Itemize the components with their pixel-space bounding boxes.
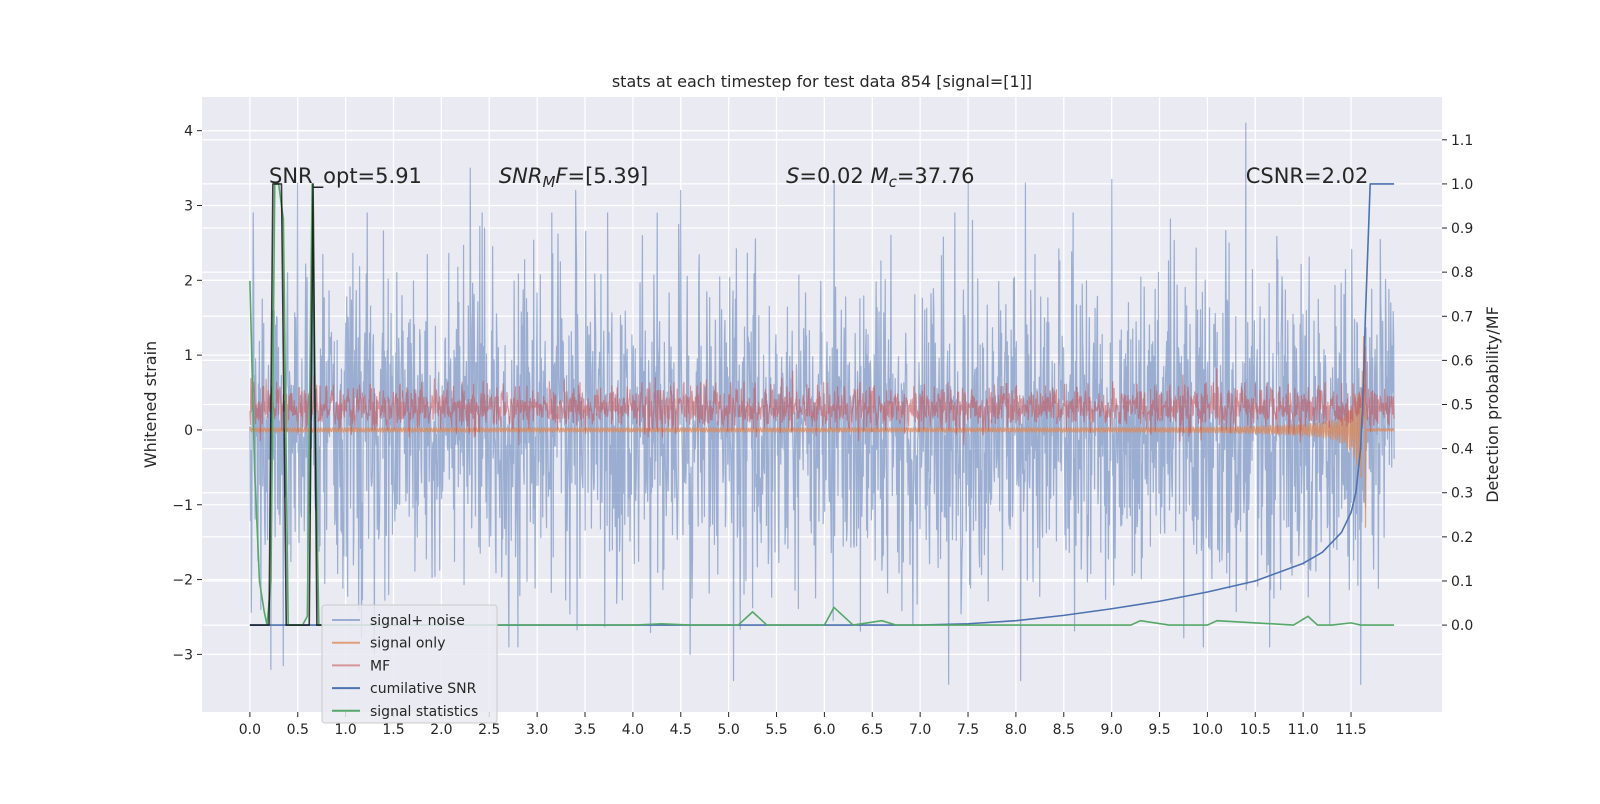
x-tick-label-11: 5.5 [765,722,787,738]
y-tick-label-3: 0 [184,423,193,439]
series-mf [249,346,1395,446]
x-tick-label-6: 3.0 [526,722,548,738]
annotation-1: SNRMF=[5.39] [499,164,648,191]
y-tick-label-0: −3 [172,647,193,663]
y2-tick-label-0: 0.0 [1451,618,1473,634]
y2-tick-label-5: 0.5 [1451,398,1473,414]
x-tick-label-1: 0.5 [287,722,309,738]
x-tick-label-8: 4.0 [622,722,644,738]
y-tick-label-5: 2 [184,273,193,289]
x-tick-label-21: 10.5 [1240,722,1271,738]
y-tick-label-7: 4 [184,124,193,140]
x-tick-label-16: 8.0 [1005,722,1027,738]
y2-tick-label-6: 0.6 [1451,353,1473,369]
x-tick-label-22: 11.0 [1288,722,1319,738]
y2-tick-label-4: 0.4 [1451,442,1473,458]
annotation-0: SNR_opt=5.91 [269,164,422,189]
y-tick-label-1: −2 [172,573,193,589]
legend-box [321,604,498,724]
y-tick-label-2: −1 [172,498,193,514]
x-tick-label-17: 8.5 [1053,722,1075,738]
x-tick-label-14: 7.0 [909,722,931,738]
x-tick-label-19: 9.5 [1148,722,1170,738]
y2-tick-label-7: 0.7 [1451,309,1473,325]
y2-axis-label: Detection probability/MF [1483,306,1502,503]
x-tick-label-9: 4.5 [670,722,692,738]
y2-tick-label-2: 0.2 [1451,530,1473,546]
chart-title: stats at each timestep for test data 854… [612,72,1032,91]
annotation-3: CSNR=2.02 [1246,164,1369,188]
legend-entry-4: signal statistics [370,704,478,720]
y2-tick-label-10: 1.0 [1451,177,1473,193]
x-tick-label-2: 1.0 [334,722,356,738]
annotation-2: S=0.02 Mc=37.76 [786,164,974,191]
x-tick-label-20: 10.0 [1192,722,1223,738]
x-tick-label-7: 3.5 [574,722,596,738]
x-tick-label-23: 11.5 [1335,722,1366,738]
x-tick-label-3: 1.5 [382,722,404,738]
y2-tick-label-11: 1.1 [1451,133,1473,149]
x-tick-label-15: 7.5 [957,722,979,738]
legend-entry-3: cumilative SNR [370,681,477,697]
y2-tick-label-9: 0.9 [1451,221,1473,237]
x-tick-label-10: 5.0 [718,722,740,738]
series-marker-5 [249,183,322,626]
y2-tick-label-3: 0.3 [1451,486,1473,502]
x-tick-label-5: 2.5 [478,722,500,738]
x-tick-label-13: 6.5 [861,722,883,738]
y-tick-label-4: 1 [184,348,193,364]
legend-entry-0: signal+ noise [370,613,465,629]
x-tick-label-18: 9.0 [1101,722,1123,738]
x-tick-label-4: 2.0 [430,722,452,738]
y-axis-label: Whitened strain [141,341,160,468]
axes: 0.0 0.5 1.0 1.5 2.0 2.5 3.0 3.5 4.0 4.5 5.0 5.5 6.0 6… [172,124,1473,738]
y-tick-label-6: 3 [184,198,193,214]
y2-tick-label-1: 0.1 [1451,574,1473,590]
legend: signal+ noise signal only MF cumilative SNR… [321,604,498,724]
annotations: SNR_opt=5.91 SNRMF=[5.39] S=0.02 Mc=37.76 C… [269,164,1368,191]
x-tick-label-0: 0.0 [239,722,261,738]
legend-entry-1: signal only [370,636,445,652]
legend-entry-2: MF [370,658,390,674]
x-tick-label-12: 6.0 [813,722,835,738]
series-layer [249,122,1395,685]
series-cumilative-snr [249,183,1395,626]
y2-tick-label-8: 0.8 [1451,265,1473,281]
